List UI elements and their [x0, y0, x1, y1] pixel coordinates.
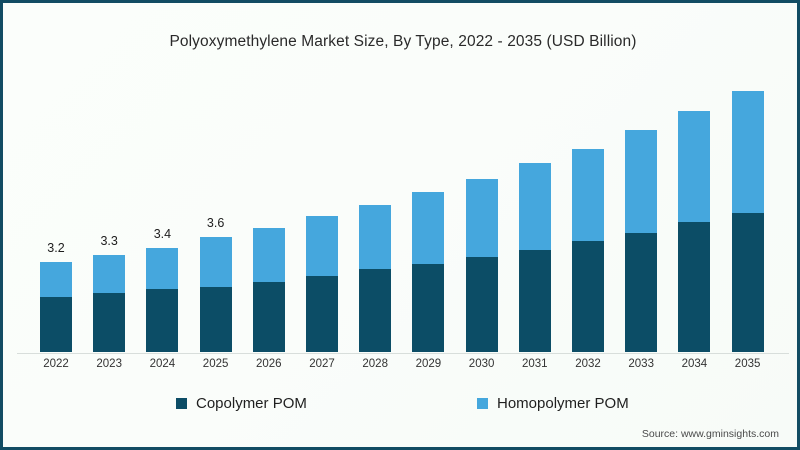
chart-title: Polyoxymethylene Market Size, By Type, 2… — [169, 33, 637, 50]
bar-group-2033[interactable] — [625, 130, 658, 353]
bar-group-2031[interactable] — [518, 162, 551, 353]
bar-group-2022[interactable] — [40, 261, 72, 353]
legend-item-homopolymer-pom[interactable]: Homopolymer POM — [477, 395, 629, 412]
legend-label-copolymer-pom: Copolymer POM — [196, 395, 307, 412]
bar-value-label-2025: 3.6 — [206, 216, 225, 230]
bar-group-2027[interactable] — [306, 215, 338, 353]
bar-segment-homopolymer-pom-2022[interactable] — [40, 261, 72, 297]
x-tick-label-2034: 2034 — [681, 358, 708, 370]
x-tick-label-2024: 2024 — [149, 358, 176, 370]
bar-segment-copolymer-pom-2029[interactable] — [412, 263, 445, 353]
bar-segment-copolymer-pom-2034[interactable] — [678, 222, 711, 353]
bar-segment-copolymer-pom-2033[interactable] — [625, 233, 658, 353]
x-tick-label-2022: 2022 — [43, 358, 69, 370]
x-tick-label-2033: 2033 — [628, 358, 654, 370]
bar-group-2026[interactable] — [252, 228, 285, 353]
legend-swatch-icon-copolymer-pom — [176, 398, 187, 409]
bar-value-label-2024: 3.4 — [153, 226, 172, 241]
legend-item-copolymer-pom[interactable]: Copolymer POM — [176, 395, 307, 412]
bar-segment-homopolymer-pom-2023[interactable] — [93, 255, 126, 293]
x-tick-label-2026: 2026 — [256, 358, 282, 370]
x-tick-label-2023: 2023 — [96, 358, 122, 370]
bar-segment-homopolymer-pom-2027[interactable] — [306, 215, 338, 277]
bar-value-label-2023: 3.3 — [100, 233, 118, 248]
bar-segment-homopolymer-pom-2030[interactable] — [465, 178, 498, 257]
bar-segment-homopolymer-pom-2026[interactable] — [252, 228, 285, 282]
bar-group-2029[interactable] — [412, 192, 445, 353]
bar-segment-homopolymer-pom-2028[interactable] — [359, 204, 392, 270]
bar-group-2035[interactable] — [731, 91, 764, 353]
x-tick-label-2028: 2028 — [362, 358, 388, 370]
source-note: Source: www.gminsights.com — [641, 428, 779, 440]
bar-group-2030[interactable] — [465, 178, 498, 353]
bar-segment-copolymer-pom-2024[interactable] — [146, 288, 179, 353]
x-tick-label-2025: 2025 — [202, 358, 229, 370]
bar-segment-copolymer-pom-2035[interactable] — [731, 213, 764, 353]
bar-group-2034[interactable] — [678, 111, 711, 353]
legend-swatch-icon-homopolymer-pom — [477, 398, 488, 409]
bar-group-2028[interactable] — [359, 204, 392, 353]
bar-segment-copolymer-pom-2032[interactable] — [572, 240, 604, 353]
bar-segment-homopolymer-pom-2032[interactable] — [572, 149, 604, 241]
bar-segment-homopolymer-pom-2024[interactable] — [146, 247, 179, 289]
bar-segment-homopolymer-pom-2031[interactable] — [518, 162, 551, 250]
bar-segment-homopolymer-pom-2034[interactable] — [678, 111, 711, 223]
bar-segment-homopolymer-pom-2033[interactable] — [625, 130, 658, 234]
x-tick-label-2029: 2029 — [415, 358, 442, 370]
x-tick-label-2030: 2030 — [468, 358, 495, 370]
bar-segment-copolymer-pom-2026[interactable] — [252, 281, 285, 353]
chart-legend: Copolymer POM Homopolymer POM — [3, 395, 797, 417]
bar-segment-copolymer-pom-2023[interactable] — [93, 292, 126, 353]
bar-segment-copolymer-pom-2025[interactable] — [199, 287, 232, 353]
bar-segment-homopolymer-pom-2025[interactable] — [199, 237, 232, 288]
bar-segment-copolymer-pom-2027[interactable] — [306, 276, 338, 353]
x-tick-label-2031: 2031 — [522, 358, 548, 370]
plot-area — [17, 73, 789, 353]
bar-segment-homopolymer-pom-2035[interactable] — [731, 91, 764, 214]
bar-segment-copolymer-pom-2022[interactable] — [40, 296, 72, 353]
x-axis-line — [17, 352, 789, 354]
bar-group-2023[interactable] — [93, 255, 126, 353]
bar-group-2024[interactable] — [146, 247, 179, 353]
bar-group-2025[interactable] — [199, 237, 232, 353]
x-tick-label-2027: 2027 — [309, 358, 335, 370]
bar-segment-copolymer-pom-2030[interactable] — [465, 256, 498, 353]
bar-segment-copolymer-pom-2028[interactable] — [359, 269, 392, 353]
bar-segment-homopolymer-pom-2029[interactable] — [412, 192, 445, 264]
x-tick-label-2035: 2035 — [734, 358, 761, 370]
bar-value-label-2022: 3.2 — [47, 240, 65, 255]
x-tick-label-2032: 2032 — [575, 358, 601, 370]
bar-segment-copolymer-pom-2031[interactable] — [518, 249, 551, 353]
legend-label-homopolymer-pom: Homopolymer POM — [497, 395, 629, 412]
bar-group-2032[interactable] — [572, 149, 604, 353]
x-axis-tick-labels: 2022 2023 2024 2025 2026 2027 2028 2029 2030 2031… — [17, 358, 789, 378]
